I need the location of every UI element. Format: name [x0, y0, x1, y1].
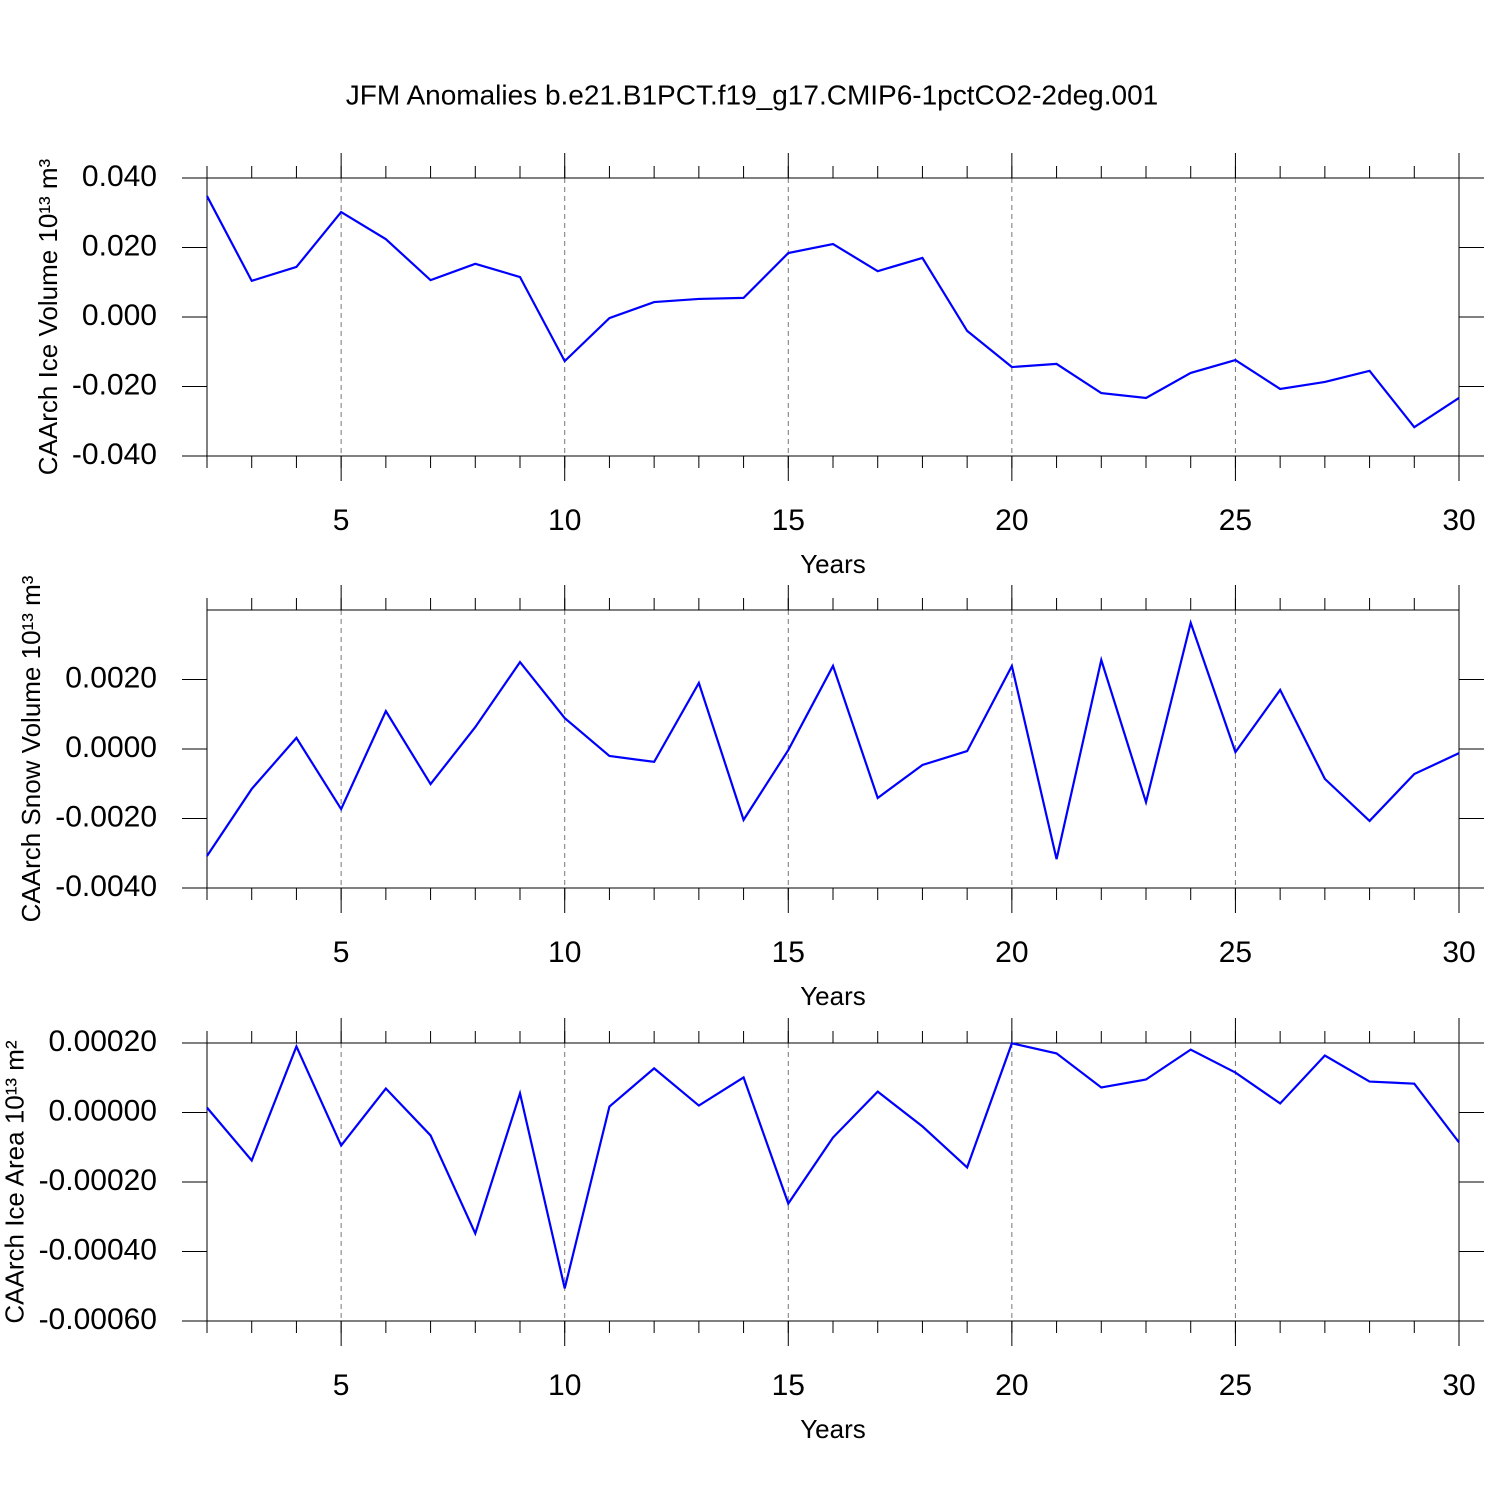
x-tick-label: 5 [333, 504, 350, 537]
x-tick-label: 20 [995, 504, 1028, 537]
x-axis-label: Years [800, 981, 866, 1011]
x-tick-label: 10 [548, 936, 581, 969]
y-tick-label: 0.020 [82, 229, 157, 262]
y-tick-label: -0.020 [72, 368, 157, 401]
plot-frame [206, 609, 1460, 889]
plot-frame [206, 1042, 1460, 1322]
data-line [206, 195, 1460, 429]
y-axis-label: CAArch Ice Area 10¹³ m² [0, 1040, 29, 1324]
x-tick-label: 25 [1219, 504, 1252, 537]
y-tick-label: -0.0040 [55, 870, 157, 903]
y-tick-label: -0.00040 [39, 1233, 157, 1266]
x-tick-label: 15 [772, 504, 805, 537]
x-tick-label: 30 [1442, 1369, 1475, 1402]
x-tick-label: 15 [772, 936, 805, 969]
x-tick-label: 25 [1219, 936, 1252, 969]
x-tick-label: 10 [548, 1369, 581, 1402]
y-tick-label: 0.0000 [65, 731, 157, 764]
x-tick-label: 25 [1219, 1369, 1252, 1402]
y-tick-label: -0.040 [72, 438, 157, 471]
x-tick-label: 5 [333, 1369, 350, 1402]
x-tick-label: 10 [548, 504, 581, 537]
x-axis-label: Years [800, 549, 866, 579]
y-tick-label: 0.0020 [65, 661, 157, 694]
x-axis-label: Years [800, 1414, 866, 1444]
y-tick-label: -0.00020 [39, 1164, 157, 1197]
chart-title: JFM Anomalies b.e21.B1PCT.f19_g17.CMIP6-… [346, 79, 1158, 110]
y-axis-label: CAArch Ice Volume 10¹³ m³ [33, 158, 63, 475]
x-tick-label: 5 [333, 936, 350, 969]
x-tick-label: 20 [995, 1369, 1028, 1402]
y-tick-label: 0.00020 [49, 1025, 157, 1058]
x-tick-label: 30 [1442, 936, 1475, 969]
y-tick-label: -0.0020 [55, 800, 157, 833]
x-tick-label: 20 [995, 936, 1028, 969]
y-axis-label: CAArch Snow Volume 10¹³ m³ [16, 575, 46, 922]
data-line [206, 618, 1460, 860]
x-tick-label: 15 [772, 1369, 805, 1402]
plot-frame [206, 177, 1460, 457]
data-line [206, 1042, 1460, 1289]
y-tick-label: 0.000 [82, 299, 157, 332]
y-tick-label: 0.040 [82, 160, 157, 193]
y-tick-label: 0.00000 [49, 1094, 157, 1127]
x-tick-label: 30 [1442, 504, 1475, 537]
y-tick-label: -0.00060 [39, 1303, 157, 1336]
